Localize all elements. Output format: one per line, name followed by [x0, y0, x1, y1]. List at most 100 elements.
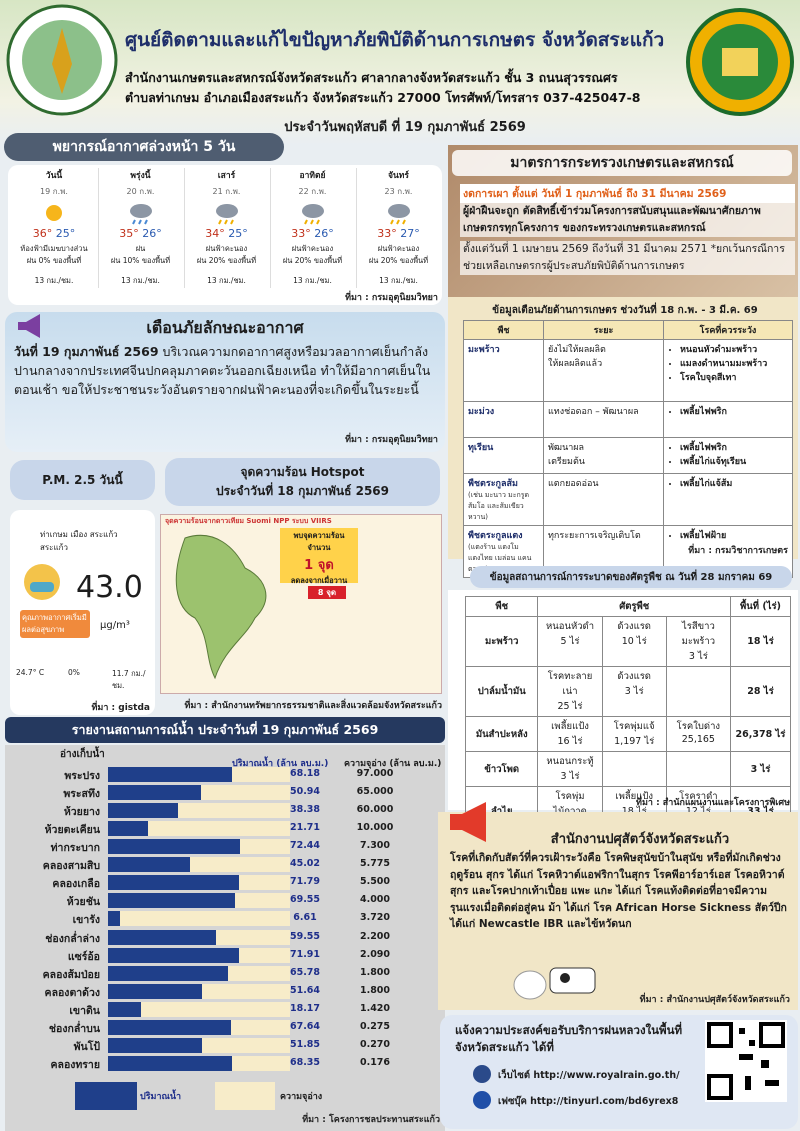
warning-table: พืช ระยะ โรคที่ควรระวัง มะพร้าว ยังไม่ให้ผลผ…	[463, 320, 793, 578]
pest-name: เพลี้ยแป้ง	[615, 791, 654, 802]
day-name: จันทร์	[388, 171, 409, 181]
water-title: รายงานสถานการณ์น้ำ ประจำวันที่ 19 กุมภาพ…	[5, 717, 445, 743]
table-row: ทุเรียนพัฒนาผลเตรียมต้นเพลี้ยไฟพริกเพลี้…	[463, 437, 793, 474]
water-name-header: อ่างเก็บน้ำ	[60, 749, 105, 760]
plant-cell: ทุเรียน	[463, 437, 544, 474]
pest-cell	[665, 751, 731, 787]
website-url[interactable]: http://www.royalrain.go.th/	[533, 1070, 680, 1081]
facebook-url[interactable]: http://tinyurl.com/bd6yrex8	[530, 1096, 679, 1107]
total-cell: 18 ไร่	[729, 616, 792, 667]
pest-area: 3 ไร่	[560, 771, 580, 782]
weather-icon	[129, 204, 152, 225]
pest-name: โรคราดำ	[679, 791, 718, 802]
source: ที่มา : กรมอุตุนิยมวิทยา	[345, 435, 438, 445]
legend-swatch	[215, 1082, 275, 1110]
pest-cell: ด้วงแรด 3 ไร่	[601, 666, 667, 717]
sun	[46, 205, 62, 221]
plant-note: (เช่น มะนาว มะกรูด ส้มโอ และส้มเขียวหวาน…	[468, 491, 530, 521]
hotspot-title: จุดความร้อน Hotspot	[240, 465, 365, 479]
legend-value: ปริมาณน้ำ	[140, 1092, 182, 1102]
livestock-box	[438, 812, 798, 1010]
temp-low: 25°	[55, 227, 76, 240]
rain	[389, 219, 406, 225]
source: ที่มา : สำนักงานปศุสัตว์จังหวัดสระแก้ว	[639, 995, 790, 1005]
cloud	[387, 204, 410, 218]
pest-area: 12 ไร่	[671, 804, 726, 819]
stage-cell: แทงช่อดอก – พัฒนาผล	[543, 401, 664, 438]
risk-list: เพลี้ยไฟฝ้าย	[668, 528, 788, 542]
livestock-text: โรคที่เกิดกับสัตว์ที่ควรเฝ้าระวังคือ โรค…	[450, 852, 787, 930]
website-label: เว็บไซต์	[498, 1070, 531, 1081]
megaphone-icon	[450, 802, 486, 842]
day-name: เสาร์	[217, 171, 236, 181]
table-row: มันสำปะหลัง เพลี้ยแป้ง 16 ไร่ โรคพุ่มแจ้ 1,1…	[464, 716, 792, 752]
pest-cell: ด้วงแรด 10 ไร่	[601, 616, 667, 667]
weather-day: พรุ่งนี้ 20 ก.พ. 35° 26° ฝน ฝน 10% ของพื้นที…	[98, 168, 182, 288]
cloud	[129, 204, 152, 218]
pest-cell: โรคพุ่มแจ้ 1,197 ไร่	[601, 716, 667, 752]
pest-cell: โรคใบด่าง 25,165	[665, 716, 731, 752]
temps: 34° 25°	[185, 227, 268, 240]
total-cell: 28 ไร่	[729, 666, 792, 717]
total-cell: 3 ไร่	[729, 751, 792, 787]
weather-day: อาทิตย์ 22 ก.พ. 33° 26° ฝนฟ้าคะนอง ฝน 20% ขอ…	[270, 168, 354, 288]
province-logo	[686, 8, 794, 116]
plant-cell: มะม่วง	[463, 401, 544, 438]
pest-name: ไรสีขาวมะพร้าว	[681, 621, 716, 647]
hotspot-change-label: ลดลงจากเมื่อวาน	[290, 576, 348, 585]
risk: หนอนหัวดำมะพร้าว	[680, 342, 788, 356]
stage: ให้ผลผลิตแล้ว	[548, 359, 603, 369]
cloud	[215, 204, 238, 218]
risk: เพลี้ยไฟฝ้าย	[680, 528, 788, 542]
temps: 33° 27°	[357, 227, 440, 240]
pest-cell: โรคทะลายเน่า 25 ไร่	[537, 666, 603, 717]
day-date: 20 ก.พ.	[126, 187, 155, 196]
pest-cell: ไรสีขาวมะพร้าว 3 ไร่	[665, 616, 731, 667]
pest-cell	[601, 751, 667, 787]
table-row: พืชตระกูลส้ม (เช่น มะนาว มะกรูด ส้มโอ และ…	[463, 473, 793, 526]
header-title: ศูนย์ติดตามและแก้ไขปัญหาภัยพิบัติด้านการ…	[125, 29, 665, 51]
stage: ยังไม่ให้ผลผลิต	[548, 345, 606, 355]
web-icon	[473, 1065, 491, 1083]
temp-low: 27°	[400, 227, 420, 240]
risk-cell: หนอนหัวดำมะพร้าวแมลงดำหนามมะพร้าวโรคใบจุ…	[663, 339, 793, 402]
header-cell: พืช	[463, 320, 544, 340]
header-address: สำนักงานเกษตรและสหกรณ์จังหวัดสระแก้ว ศาล…	[125, 70, 618, 85]
plant-cell: ข้าวโพด	[464, 751, 539, 787]
stage: ทุกระยะการเจริญเติบโต	[548, 531, 641, 541]
ministry-title: มาตรการกระทรวงเกษตรและสหกรณ์	[452, 150, 792, 176]
weather-icon	[301, 204, 324, 225]
header-row: พืช ศัตรูพืช พื้นที่ (ไร่)	[464, 596, 792, 617]
weather-title: พยากรณ์อากาศล่วงหน้า 5 วัน	[4, 133, 284, 161]
table-row: มะพร้าว หนอนหัวดำ 5 ไร่ ด้วงแรด 10 ไร่ ไรสีขา…	[464, 616, 792, 667]
pm25-temp: 24.7° C	[16, 668, 45, 677]
header-address: ตำบลท่าเกษม อำเภอเมืองสระแก้ว จังหวัดสระ…	[125, 90, 641, 105]
weather-desc: ท้องฟ้ามีเมฆบางส่วน	[20, 244, 88, 253]
pest-area: 16 ไร่	[557, 736, 583, 747]
weather-day: จันทร์ 23 ก.พ. 33° 27° ฝนฟ้าคะนอง ฝน 20% ของ…	[356, 168, 440, 288]
rain	[217, 219, 234, 225]
water-capacity-header: ความจุอ่าง (ล้าน ลบ.ม.)	[344, 759, 442, 769]
temp-low: 25°	[228, 227, 248, 240]
warning-title: ข้อมูลเตือนภัยด้านการเกษตร ช่วงวันที่ 18…	[455, 300, 795, 320]
day-date: 22 ก.พ.	[298, 187, 327, 196]
pest-area: 25 ไร่	[557, 701, 583, 712]
rain-chance: ฝน 0% ของพื้นที่	[26, 256, 82, 265]
ministry-period: ตั้งแต่วันที่ 1 เมษายน 2569 ถึงวันที่ 31…	[460, 241, 795, 275]
pm25-face	[24, 564, 60, 600]
pest-area: 3 ไร่	[624, 686, 644, 697]
hotspot-change: 8 จุด	[308, 586, 346, 599]
pest-name: โรคใบด่าง	[676, 721, 721, 732]
rain-chance: ฝน 20% ของพื้นที่	[196, 256, 257, 265]
temps: 33° 26°	[271, 227, 354, 240]
rain-chance: ฝน 10% ของพื้นที่	[110, 256, 171, 265]
rain-chance: ฝน 20% ของพื้นที่	[282, 256, 343, 265]
pm25-status: คุณภาพอากาศเริ่มมีผลต่อสุขภาพ	[20, 610, 90, 638]
pest-name: ด้วงแรด	[617, 621, 651, 632]
ministry-penalty: ผู้ฝ่าฝืนจะถูก ตัดสิทธิ์เข้าร่วมโครงการส…	[460, 203, 795, 237]
hotspot-map-title: จุดความร้อนจากดาวเทียม Suomi NPP ระบบ VI…	[165, 517, 332, 525]
animals-illustration	[513, 967, 596, 1000]
weather-days: วันนี้ 19 ก.พ. 36° 25° ท้องฟ้ามีเมฆบางส่วนฝ…	[12, 168, 442, 288]
stage: เตรียมต้น	[548, 457, 585, 467]
pm25-humidity: 0%	[68, 668, 80, 677]
